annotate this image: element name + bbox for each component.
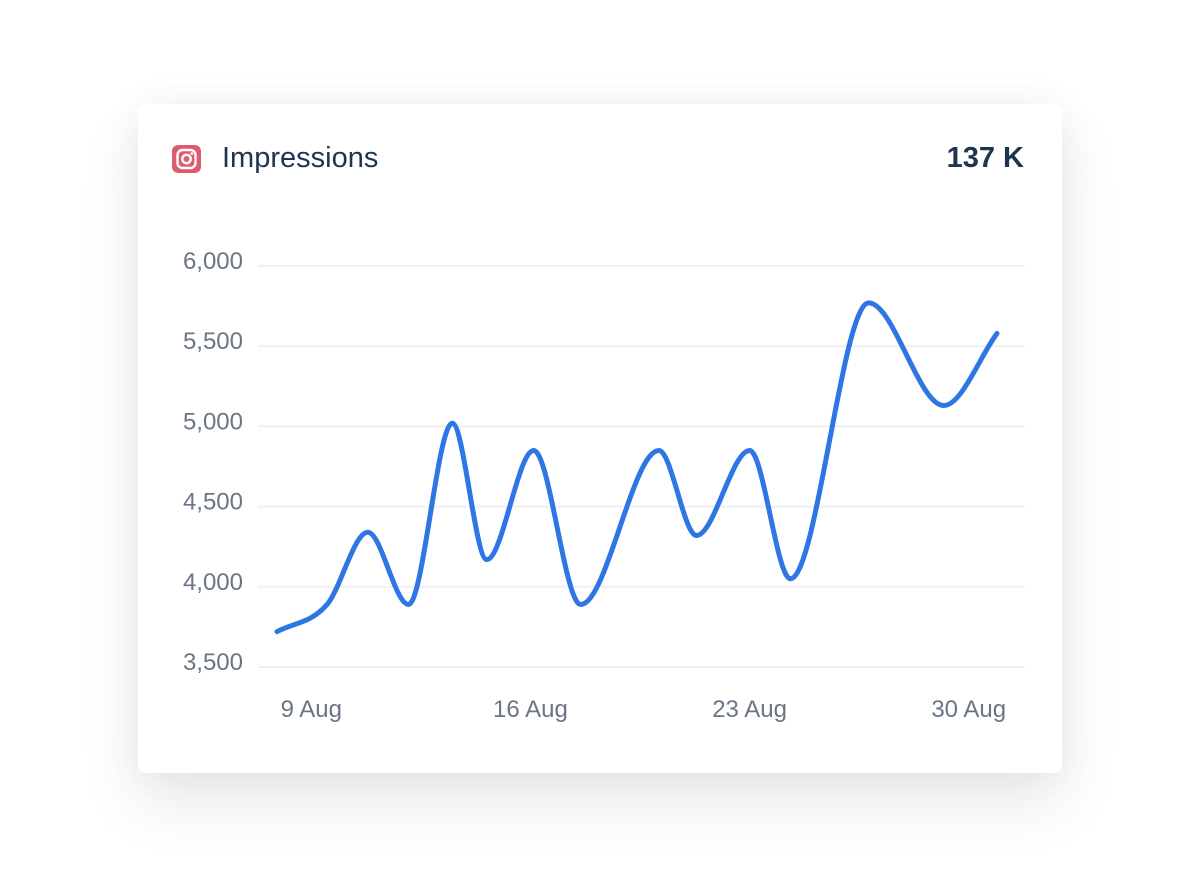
instagram-icon: [172, 145, 201, 173]
widget-total: 137 K: [946, 142, 1024, 174]
x-tick-label: 23 Aug: [712, 696, 787, 723]
impressions-card: [138, 104, 1062, 773]
x-tick-label: 9 Aug: [281, 696, 342, 723]
y-tick-label: 4,000: [183, 569, 243, 596]
y-tick-label: 6,000: [183, 248, 243, 275]
y-tick-label: 3,500: [183, 649, 243, 676]
y-tick-label: 5,000: [183, 408, 243, 435]
impressions-series-line: [274, 300, 1000, 635]
y-tick-label: 5,500: [183, 328, 243, 355]
x-tick-label: 16 Aug: [493, 696, 568, 723]
widget-title: Impressions: [222, 142, 379, 174]
x-tick-label: 30 Aug: [931, 696, 1006, 723]
y-tick-label: 4,500: [183, 489, 243, 516]
